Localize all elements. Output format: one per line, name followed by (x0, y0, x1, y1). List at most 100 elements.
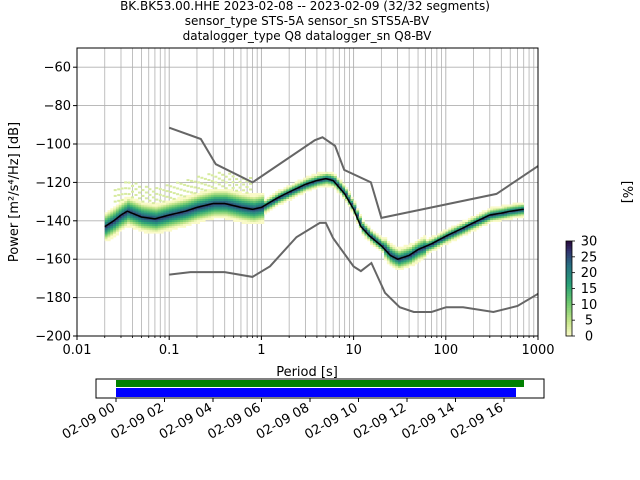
psd-cell (238, 186, 242, 189)
psd-cell (127, 196, 131, 199)
psd-cell (138, 221, 142, 224)
timeline-tick-label: 02-09 04 (157, 400, 215, 442)
psd-cell (227, 208, 231, 211)
psd-cell (177, 216, 181, 219)
psd-cell (358, 217, 362, 221)
psd-cell (412, 258, 416, 261)
psd-cell (470, 223, 474, 226)
psd-cell (255, 219, 259, 222)
psd-cell (194, 196, 198, 199)
psd-cell (117, 188, 121, 191)
psd-cell (110, 233, 114, 236)
psd-cell (132, 198, 136, 201)
psd-cell (431, 242, 435, 246)
psd-cell (203, 189, 207, 192)
psd-cell (104, 229, 108, 232)
psd-cell (118, 212, 122, 215)
psd-cell (132, 223, 136, 226)
psd-cell (445, 239, 449, 242)
psd-cell (333, 177, 337, 180)
psd-cell (169, 219, 173, 222)
psd-cell (179, 182, 183, 185)
colorbar-cell (566, 331, 572, 335)
psd-cell (389, 252, 393, 255)
psd-cell (509, 204, 513, 207)
psd-cell (493, 212, 497, 215)
psd-cell (233, 219, 237, 222)
psd-cell (115, 212, 119, 215)
psd-cell (252, 212, 256, 215)
psd-cell (141, 212, 145, 215)
psd-cell (236, 214, 240, 217)
psd-cell (174, 219, 178, 222)
psd-cell (202, 206, 206, 209)
psd-cell (163, 219, 167, 222)
psd-cell (169, 216, 173, 219)
psd-cell (176, 181, 180, 184)
psd-cell (389, 242, 393, 246)
psd-cell (191, 216, 195, 219)
psd-cell (364, 229, 368, 232)
psd-cell (364, 233, 368, 236)
psd-cell (319, 179, 323, 182)
psd-cell (249, 188, 252, 191)
psd-cell (205, 200, 209, 203)
psd-cell (498, 219, 502, 222)
psd-cell (110, 216, 114, 219)
psd-cell (129, 217, 133, 221)
psd-cell (202, 194, 206, 198)
psd-cell (512, 202, 516, 205)
psd-cell (230, 216, 234, 219)
psd-cell (414, 258, 418, 261)
psd-cell (207, 179, 211, 181)
psd-cell (216, 193, 220, 196)
psd-cell (319, 181, 323, 184)
psd-cell (157, 202, 161, 205)
psd-cell (236, 194, 240, 198)
psd-cell (185, 212, 189, 215)
psd-cell (386, 246, 390, 249)
psd-cell (423, 242, 427, 246)
colorbar-cell (566, 269, 572, 273)
psd-cell (370, 229, 374, 232)
psd-cell (157, 208, 161, 211)
psd-cell (437, 237, 441, 240)
psd-cell (255, 194, 259, 198)
psd-cell (490, 216, 494, 219)
psd-cell (417, 250, 421, 253)
psd-cell (235, 183, 239, 186)
psd-cell (294, 185, 298, 188)
psd-cell (501, 208, 505, 211)
timeline-tick-label: 02-09 16 (448, 400, 506, 442)
psd-cell (219, 212, 223, 215)
psd-cell (124, 223, 128, 226)
psd-cell (208, 206, 212, 209)
psd-cell (141, 189, 145, 192)
y-tick-label: −200 (35, 330, 71, 345)
psd-cell (199, 196, 203, 199)
psd-cell (121, 217, 125, 221)
psd-cell (227, 216, 231, 219)
psd-cell (269, 202, 273, 205)
psd-cell (272, 194, 276, 198)
psd-cell (191, 196, 195, 199)
psd-cell (261, 206, 265, 209)
psd-cell (117, 194, 121, 197)
psd-cell (459, 225, 463, 228)
psd-cell (165, 195, 169, 198)
psd-cell (386, 242, 390, 246)
psd-cell (138, 204, 142, 207)
psd-cell (124, 181, 128, 184)
psd-cell (462, 233, 466, 236)
psd-cell (476, 227, 480, 230)
colorbar-cell (566, 298, 572, 301)
psd-cell (107, 239, 111, 242)
colorbar-cell (566, 307, 572, 311)
psd-cell (244, 204, 248, 207)
psd-cell (280, 202, 284, 205)
psd-cell (138, 214, 142, 217)
psd-cell (180, 214, 184, 217)
psd-cell (127, 219, 131, 222)
x-axis-ticks: 0.01 0.1 1 10 100 1000 (63, 336, 555, 358)
psd-cell (166, 206, 170, 209)
